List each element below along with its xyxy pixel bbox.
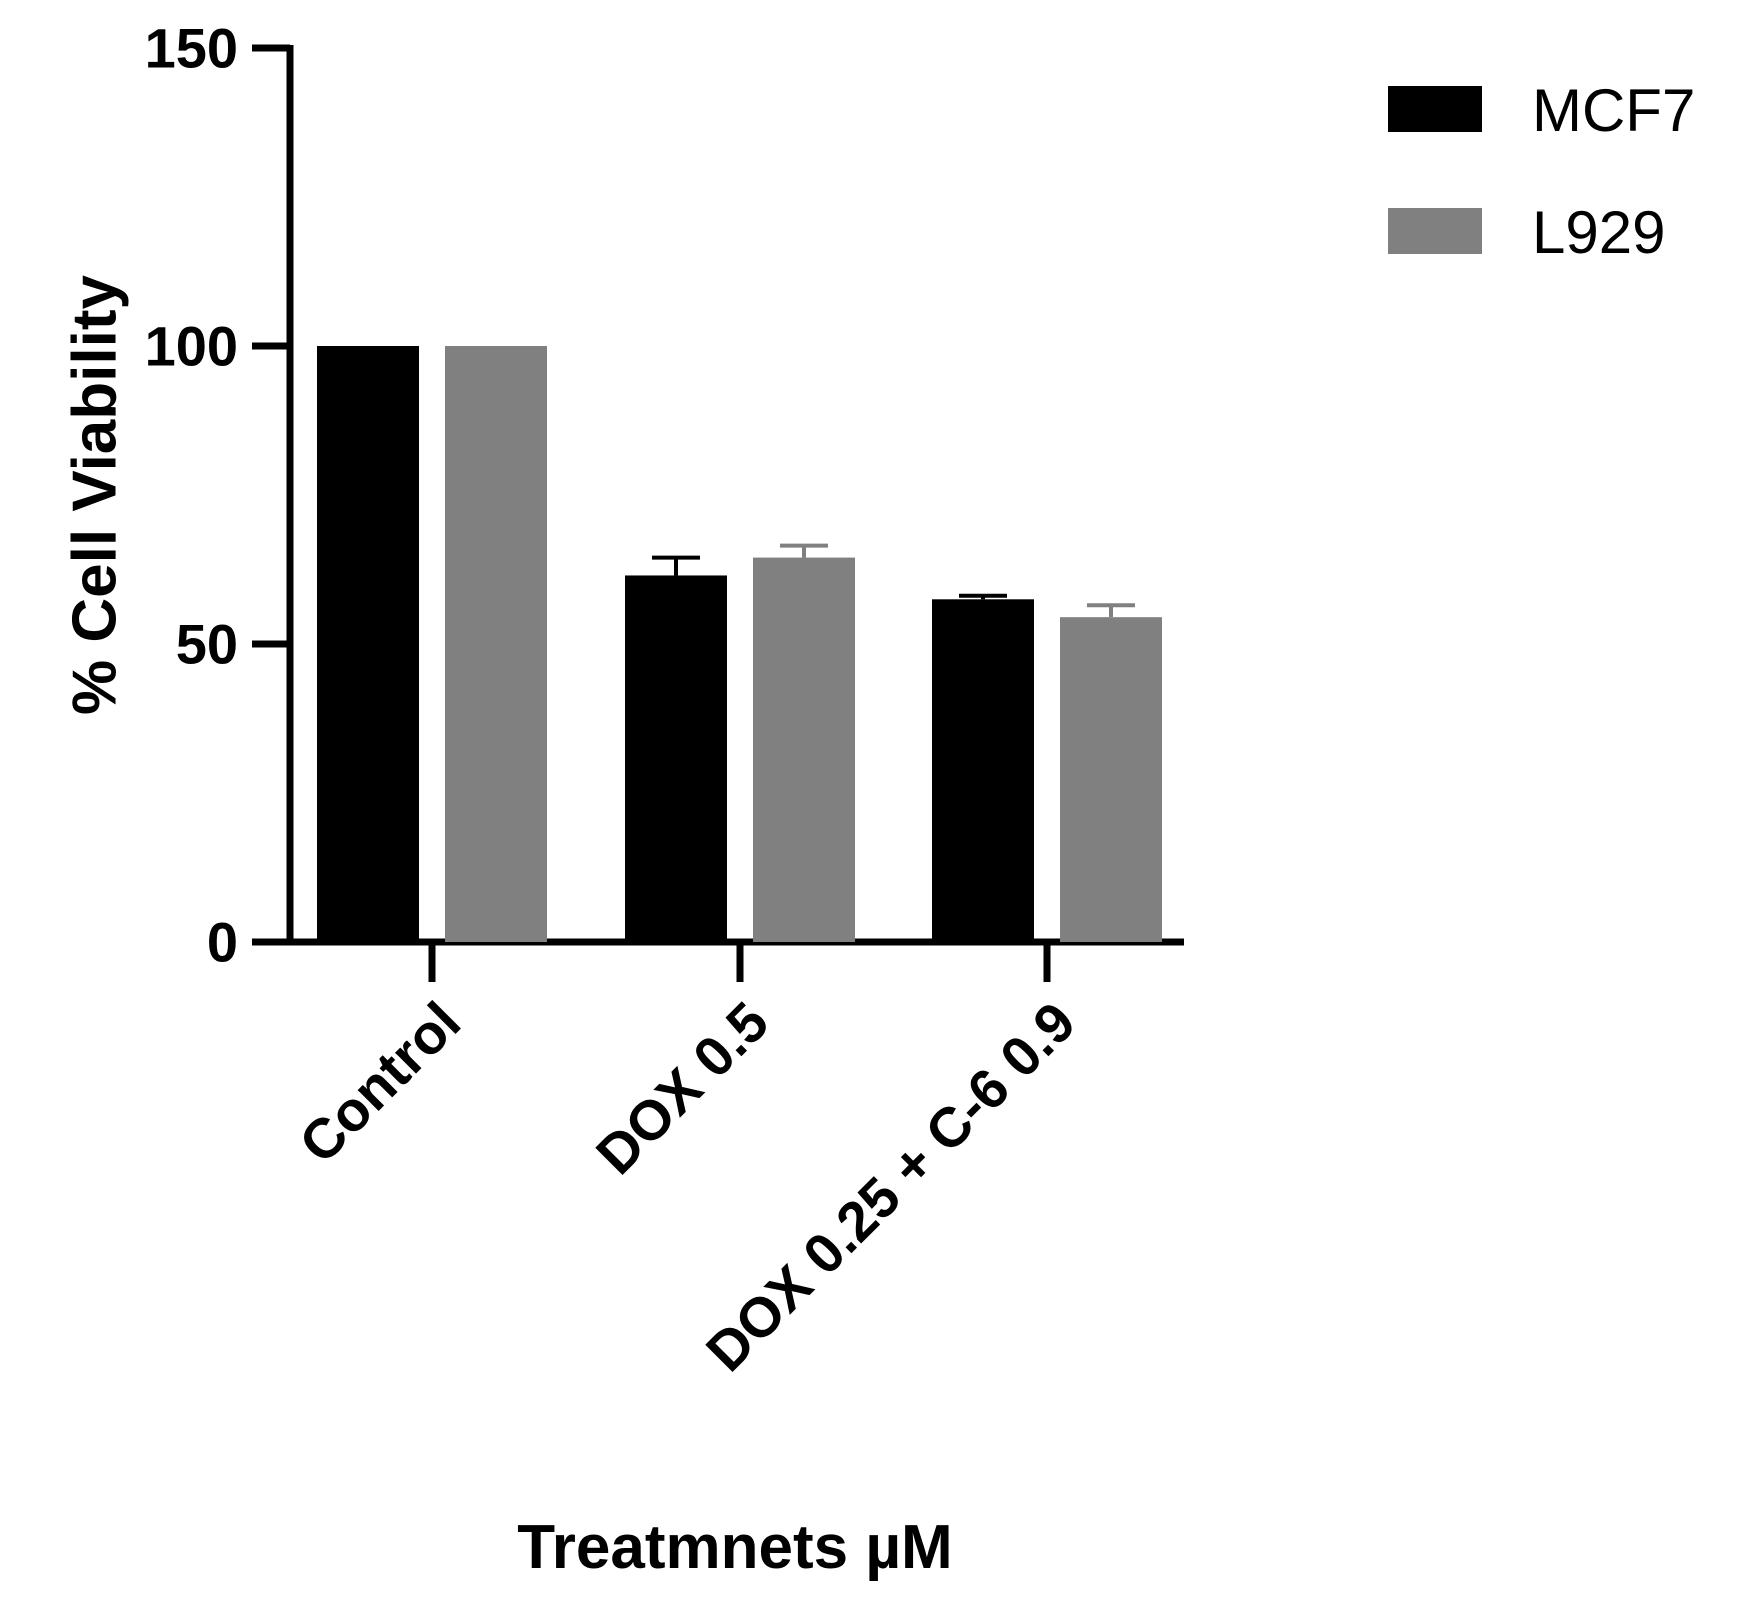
y-tick-label: 100 [145,315,238,378]
bar-l929-0 [445,346,547,942]
bar-mcf7-0 [317,346,419,942]
x-axis-title: Treatmnets µM [517,1513,952,1582]
y-axis-title: % Cell Viability [61,275,130,715]
y-tick-label: 150 [145,17,238,80]
x-tick-label: Control [287,990,472,1175]
legend-label-l929: L929 [1532,199,1665,266]
y-tick-label: 0 [207,911,238,974]
x-tick-label: DOX 0.5 [584,990,780,1186]
bar-l929-1 [753,557,855,942]
legend: MCF7 L929 [1388,77,1695,266]
bars [317,346,1162,942]
y-ticks: 0 50 100 150 [145,17,290,974]
y-tick-label: 50 [176,613,238,676]
legend-swatch-l929 [1388,208,1482,254]
legend-label-mcf7: MCF7 [1532,77,1695,144]
bar-mcf7-1 [625,575,727,942]
bar-mcf7-2 [932,599,1034,942]
legend-swatch-mcf7 [1388,86,1482,132]
bar-l929-2 [1060,617,1162,942]
